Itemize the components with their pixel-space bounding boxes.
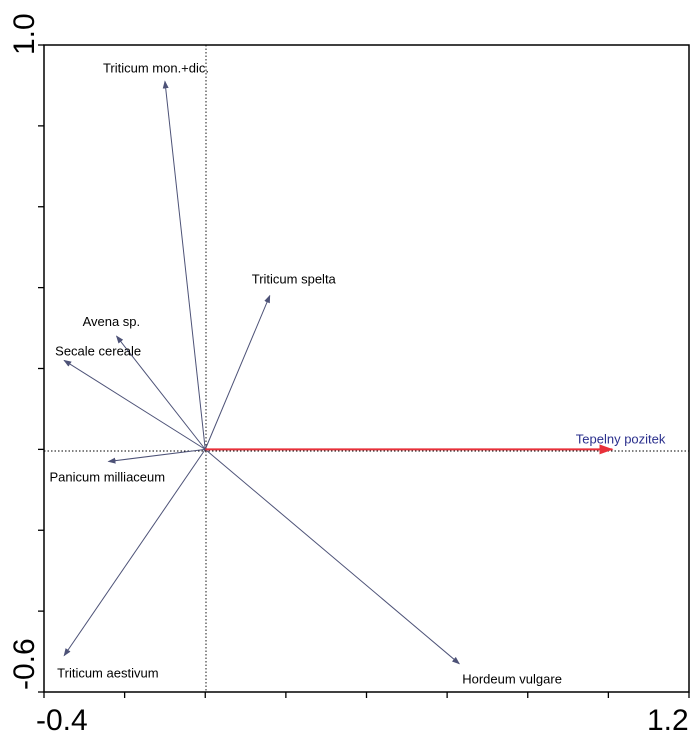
arrow-panicum-milliaceum [107,448,206,464]
arrow-triticum-spelta [204,294,271,450]
x-tick-label-min: -0.4 [36,704,88,733]
label-avena-sp: Avena sp. [83,314,141,329]
plot-frame [43,44,690,693]
arrow-secale-cereale [63,359,206,450]
y-tick-label-max: 1.0 [8,13,41,55]
label-hordeum-vulgare: Hordeum vulgare [462,672,562,687]
species-arrows [63,80,614,665]
label-triticum-spelta: Triticum spelta [252,272,337,287]
x-tick-label-max: 1.2 [647,704,689,733]
label-secale-cereale: Secale cereale [55,343,141,358]
label-triticum-aestivum: Triticum aestivum [57,666,158,681]
label-tepelny-pozitek: Tepelny pozitek [576,431,666,446]
axis-ticks [38,44,690,698]
arrow-triticum-aestivum [63,449,206,657]
arrow-avena-sp [115,335,206,450]
label-panicum-milliaceum: Panicum milliaceum [50,470,166,485]
arrow-hordeum-vulgare [204,448,460,665]
species-labels: Triticum mon.+dic. Triticum spelta Avena s… [50,60,666,686]
label-triticum-mon-dic: Triticum mon.+dic. [103,60,209,75]
arrow-triticum-mon-dic [162,80,206,450]
y-tick-label-min: -0.6 [8,638,41,690]
